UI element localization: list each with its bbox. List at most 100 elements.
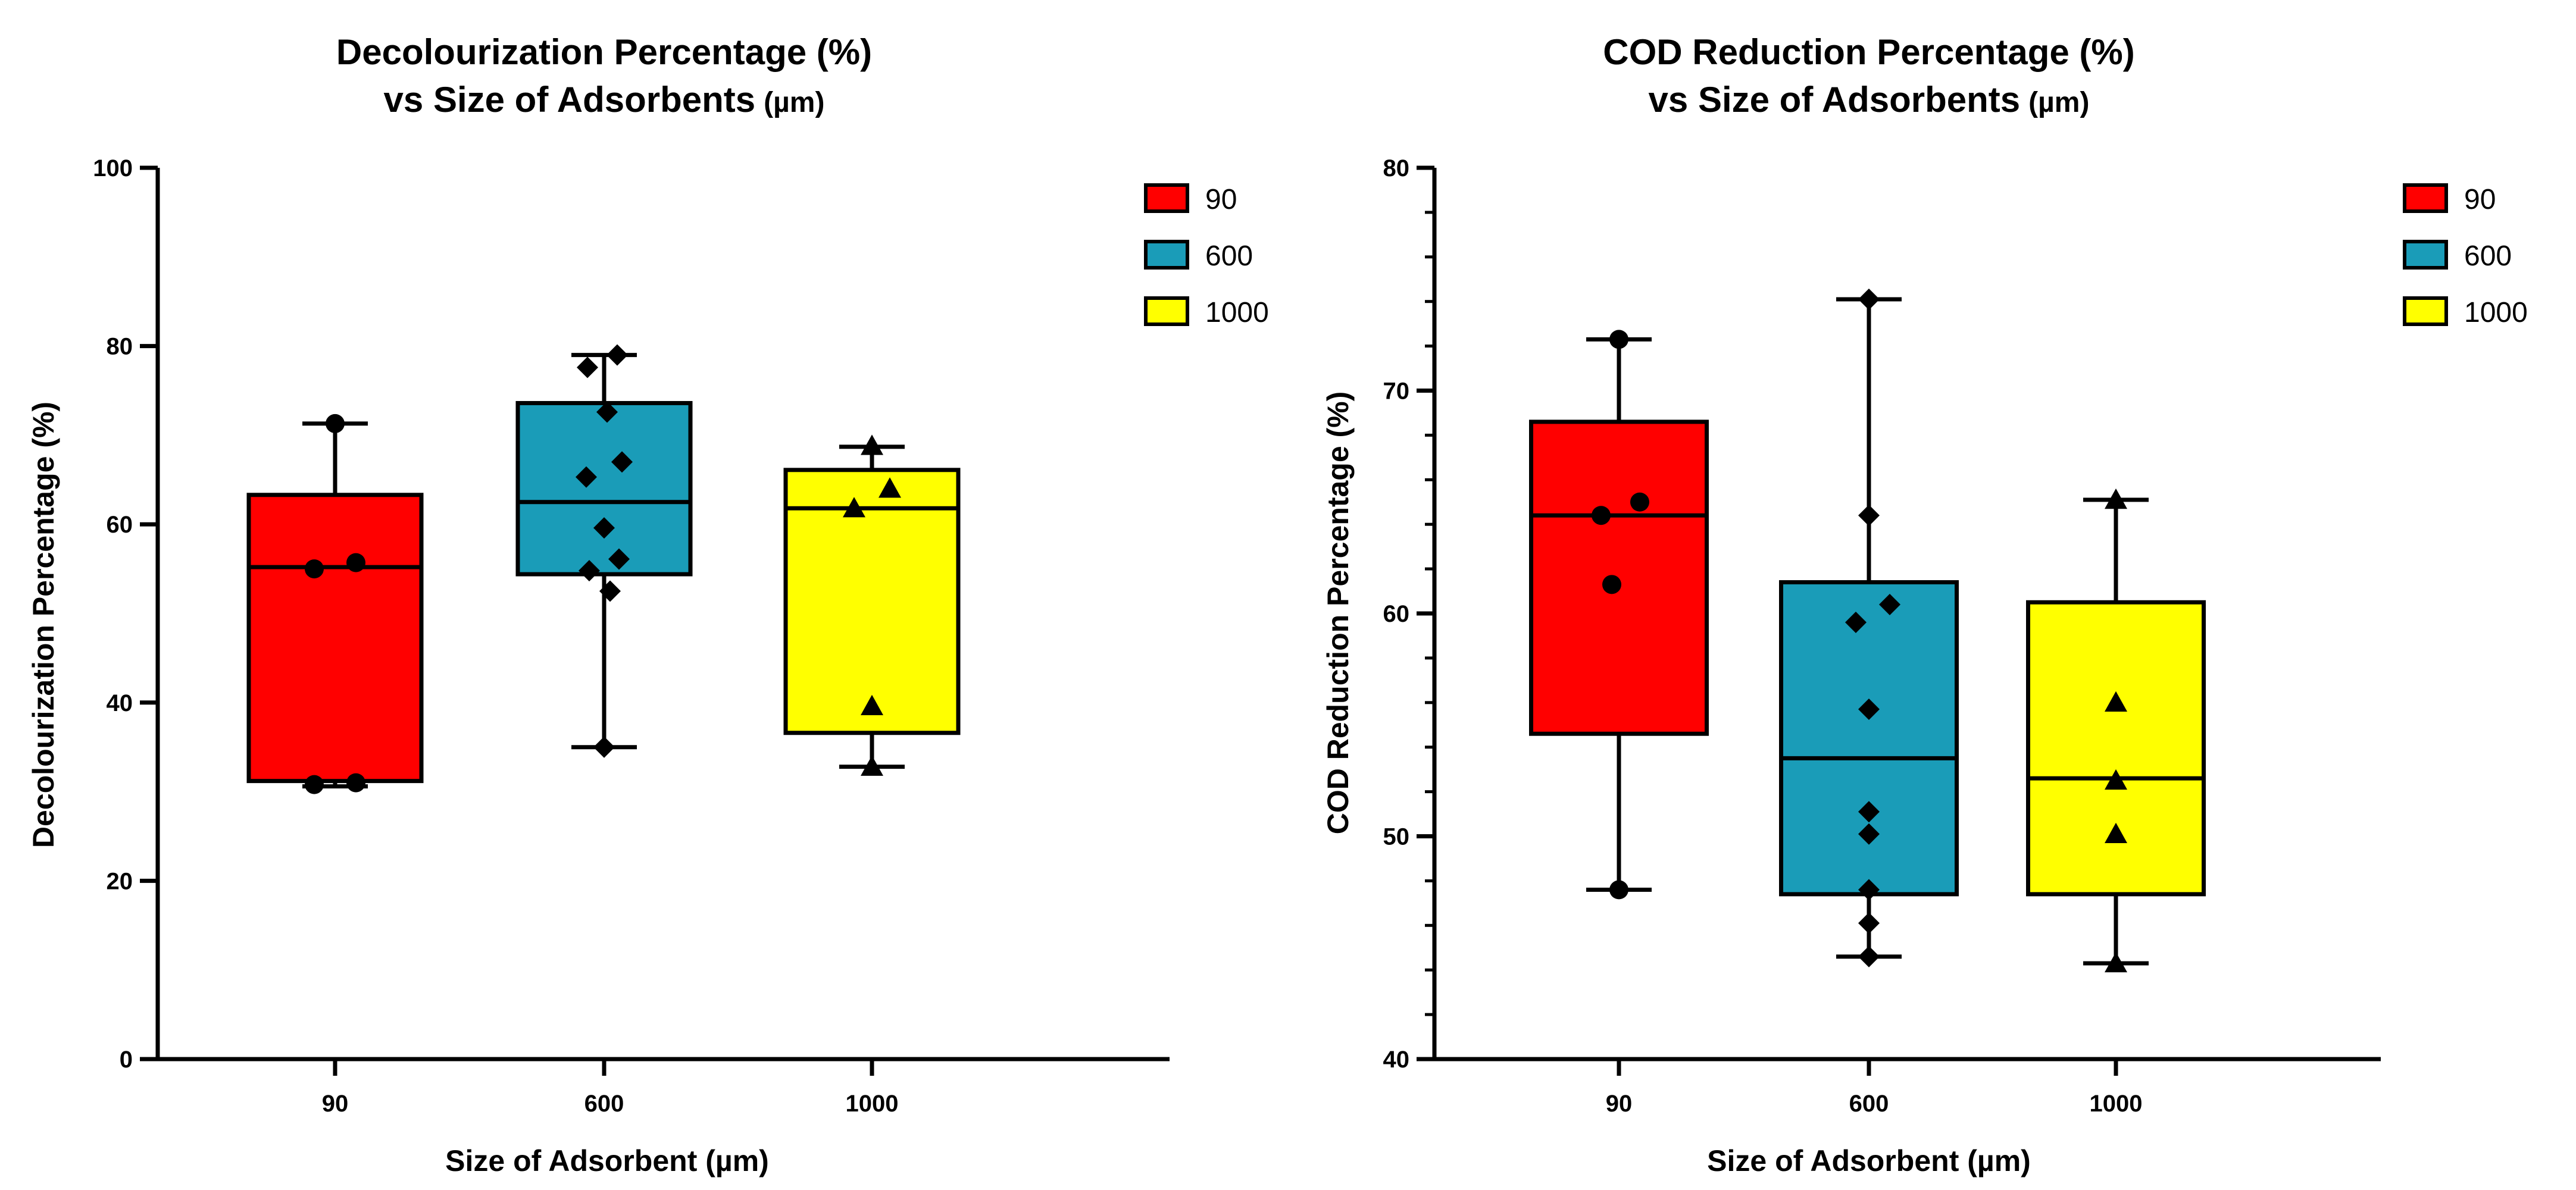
x-axis-label: Size of Adsorbent (µm) (1707, 1144, 2031, 1178)
points-1000 (843, 434, 901, 776)
data-point (1858, 801, 1880, 823)
y-tick-label: 70 (1383, 378, 1410, 405)
box-600 (1779, 297, 1959, 959)
box-iqr (783, 468, 961, 735)
data-point (608, 548, 630, 570)
points-600 (576, 344, 633, 758)
chart-title-line2-text: vs Size of Adsorbents (384, 80, 756, 120)
y-tick-label: 100 (93, 155, 133, 181)
legend-swatch (2403, 240, 2448, 270)
y-axis-label: COD Reduction Percentage (%) (1321, 392, 1355, 835)
data-point (576, 466, 597, 488)
x-axis-label: Size of Adsorbent (µm) (445, 1144, 769, 1178)
data-point (593, 517, 615, 539)
y-axis-label: Decolourization Percentage (%) (27, 402, 60, 848)
box-90 (246, 421, 424, 789)
y-tick-label: 40 (1383, 1047, 1410, 1073)
y-tick-label: 50 (1383, 824, 1410, 850)
data-point (861, 755, 883, 776)
data-point (1858, 823, 1880, 845)
y-tick-label: 60 (107, 512, 133, 538)
chart-title-line1: Decolourization Percentage (%) (336, 32, 872, 72)
cod-reduction-plot: 40 50 60 70 80 90 600 1000 (1383, 155, 2381, 1117)
data-point (861, 434, 883, 455)
chart-title-line2-text: vs Size of Adsorbents (1649, 80, 2021, 120)
data-point (1879, 594, 1900, 616)
x-tick-label: 600 (1849, 1091, 1889, 1117)
x-tick-label: 1000 (2090, 1091, 2143, 1117)
points-90 (305, 414, 365, 794)
legend-label: 600 (2464, 240, 2512, 272)
x-tick-label: 600 (584, 1091, 624, 1117)
data-point (1592, 506, 1611, 525)
data-point (579, 560, 600, 582)
legend-swatch (1144, 183, 1189, 213)
y-tick-label: 0 (120, 1047, 133, 1073)
data-point (326, 414, 345, 433)
x-tick-label: 90 (322, 1091, 349, 1117)
box-iqr (246, 493, 424, 784)
data-point (305, 775, 324, 794)
data-point (1858, 912, 1880, 934)
decolourization-legend: 90 600 1000 (1144, 183, 1269, 328)
legend-label: 90 (1205, 184, 1237, 215)
data-point (1858, 945, 1880, 967)
box-600 (515, 353, 693, 750)
legend-swatch (1144, 296, 1189, 326)
chart-title-line1: COD Reduction Percentage (%) (1603, 32, 2134, 72)
y-tick-label: 80 (107, 334, 133, 360)
data-point (2105, 769, 2127, 790)
decolourization-plot: 0 20 40 60 80 100 90 600 1000 (93, 155, 1170, 1117)
data-point (2105, 951, 2127, 973)
data-point (2105, 691, 2127, 712)
cod-reduction-chart: COD Reduction Percentage (%) vs Size of … (1321, 32, 2528, 1178)
chart-title-line2: vs Size of Adsorbents (µm) (1649, 80, 2090, 120)
legend-item-90: 90 (1144, 183, 1237, 215)
data-point (596, 401, 618, 423)
chart-title-unit: (µm) (2028, 87, 2089, 118)
data-point (861, 694, 883, 715)
y-tick-label: 60 (1383, 601, 1410, 627)
legend-label: 600 (1205, 240, 1253, 272)
box-iqr (2026, 600, 2206, 897)
points-1000 (2105, 488, 2127, 973)
legend-label: 1000 (2464, 297, 2528, 328)
data-point (1630, 492, 1649, 512)
data-point (843, 497, 865, 518)
box-90 (1529, 337, 1709, 892)
decolourization-chart: Decolourization Percentage (%) vs Size o… (27, 32, 1269, 1178)
legend-item-600: 600 (1144, 240, 1253, 272)
x-tick-label: 1000 (846, 1091, 899, 1117)
box-iqr (1529, 419, 1709, 736)
y-tick-label: 80 (1383, 155, 1410, 181)
legend-swatch (2403, 296, 2448, 326)
data-point (611, 451, 633, 473)
data-point (577, 356, 598, 378)
chart-title-line2: vs Size of Adsorbents (µm) (384, 80, 825, 120)
y-tick-label: 40 (107, 690, 133, 716)
legend-label: 90 (2464, 184, 2496, 215)
data-point (879, 477, 901, 498)
points-600 (1845, 288, 1900, 967)
y-tick-label: 20 (107, 868, 133, 894)
data-point (1609, 330, 1628, 349)
data-point (1858, 505, 1880, 527)
legend-swatch (2403, 183, 2448, 213)
box-1000 (2026, 497, 2206, 966)
data-point (1858, 879, 1880, 901)
legend-item-90: 90 (2403, 183, 2496, 215)
x-tick-label: 90 (1606, 1091, 1633, 1117)
data-point (305, 559, 324, 579)
cod-reduction-legend: 90 600 1000 (2403, 183, 2528, 328)
data-point (1858, 699, 1880, 721)
data-point (346, 553, 365, 572)
data-point (593, 736, 615, 758)
legend-item-1000: 1000 (1144, 296, 1269, 328)
data-point (1609, 880, 1628, 900)
box-iqr (1779, 580, 1959, 897)
data-point (2105, 822, 2127, 843)
data-point (1858, 288, 1880, 310)
data-point (1845, 611, 1867, 633)
chart-title-unit: (µm) (764, 87, 824, 118)
